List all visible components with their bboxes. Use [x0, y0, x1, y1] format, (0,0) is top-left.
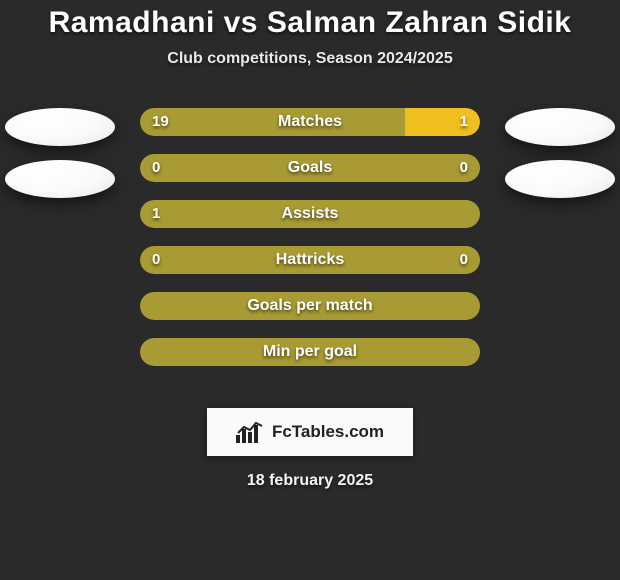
- stat-bar-row: Min per goal: [140, 338, 480, 366]
- stat-bar-row: Matches19 1: [140, 108, 480, 136]
- player-avatar-left: [5, 108, 115, 146]
- stat-value-right: 1: [460, 108, 468, 136]
- comparison-body: Matches191Goals00Assists1Hattricks00Goal…: [0, 108, 620, 408]
- stat-bars: Matches191Goals00Assists1Hattricks00Goal…: [140, 108, 480, 384]
- stat-bar-label: Goals: [140, 154, 480, 182]
- chart-icon: [236, 421, 264, 443]
- stat-value-right: 0: [460, 154, 468, 182]
- stat-bar-label: Assists: [140, 200, 480, 228]
- stat-bar-label: Goals per match: [140, 292, 480, 320]
- source-badge-text: FcTables.com: [272, 422, 384, 442]
- card-subtitle: Club competitions, Season 2024/2025: [0, 50, 620, 68]
- stat-value-left: 19: [152, 108, 169, 136]
- stat-bar-row: Goals per match: [140, 292, 480, 320]
- stat-bar-label: Hattricks: [140, 246, 480, 274]
- stat-value-left: 0: [152, 154, 160, 182]
- stat-bar-row: Assists1: [140, 200, 480, 228]
- source-badge: FcTables.com: [207, 408, 413, 456]
- stat-value-right: 0: [460, 246, 468, 274]
- stat-value-left: 0: [152, 246, 160, 274]
- player-avatar-right: [505, 108, 615, 146]
- stat-value-left: 1: [152, 200, 160, 228]
- stat-bar-label: Matches: [140, 108, 480, 136]
- player-avatar-right: [505, 160, 615, 198]
- player-avatar-left: [5, 160, 115, 198]
- card-title: Ramadhani vs Salman Zahran Sidik: [0, 6, 620, 40]
- comparison-card: Ramadhani vs Salman Zahran Sidik Club co…: [0, 0, 620, 490]
- card-date: 18 february 2025: [0, 472, 620, 490]
- stat-bar-label: Min per goal: [140, 338, 480, 366]
- stat-bar-row: Hattricks0 0: [140, 246, 480, 274]
- stat-bar-row: Goals0 0: [140, 154, 480, 182]
